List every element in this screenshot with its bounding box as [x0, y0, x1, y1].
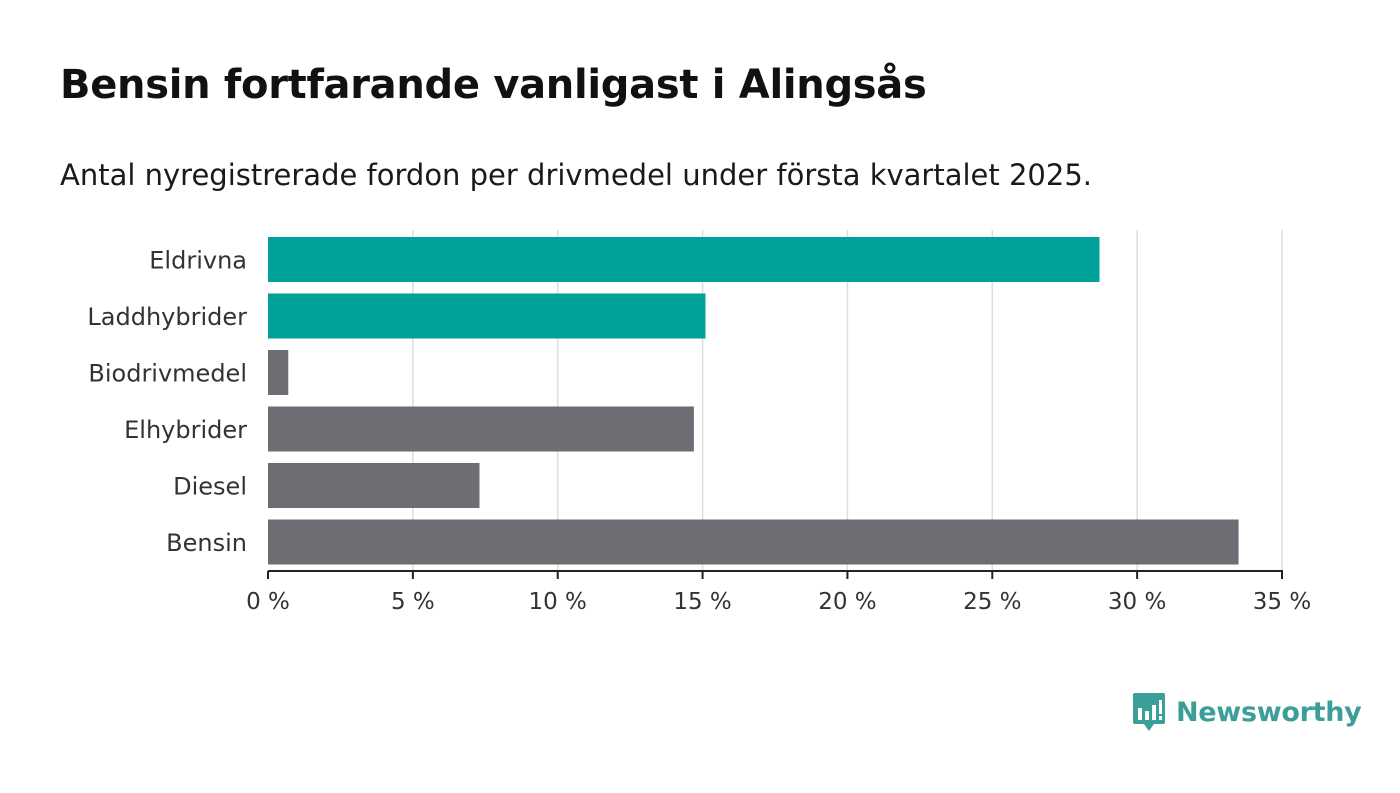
category-label: Biodrivmedel — [88, 360, 247, 388]
category-label: Eldrivna — [149, 247, 247, 275]
x-axis: 0 % 5 % 10 % 15 % 20 % 25 % 30 % 35 % — [246, 570, 1311, 615]
bar — [268, 406, 694, 452]
x-tick-label: 20 % — [818, 589, 876, 615]
x-tick-label: 30 % — [1108, 589, 1166, 615]
category-label: Laddhybrider — [87, 303, 247, 331]
x-tick-label: 0 % — [246, 589, 290, 615]
x-tick-label: 35 % — [1253, 589, 1311, 615]
bar — [268, 293, 706, 339]
bar — [268, 350, 289, 395]
x-tick-label: 25 % — [963, 589, 1021, 615]
brand-logo: Newsworthy — [1132, 690, 1362, 734]
chart-title: Bensin fortfarande vanligast i Alingsås — [60, 62, 927, 108]
chart-subtitle: Antal nyregistrerade fordon per drivmede… — [60, 158, 1093, 192]
x-tick-label: 15 % — [673, 589, 731, 615]
grid-lines — [412, 230, 1283, 571]
bars — [268, 237, 1239, 565]
brand-name: Newsworthy — [1176, 696, 1362, 728]
bar — [268, 519, 1239, 565]
bar — [268, 237, 1100, 282]
bar — [268, 463, 480, 508]
x-tick-label: 10 % — [528, 589, 586, 615]
category-label: Bensin — [166, 529, 247, 557]
x-tick-label: 5 % — [391, 589, 435, 615]
category-label: Elhybrider — [124, 416, 247, 444]
bar-chart-speech-bubble-icon — [1133, 693, 1165, 731]
category-labels: Eldrivna Laddhybrider Biodrivmedel Elhybrid… — [87, 247, 247, 558]
category-label: Diesel — [173, 473, 247, 501]
